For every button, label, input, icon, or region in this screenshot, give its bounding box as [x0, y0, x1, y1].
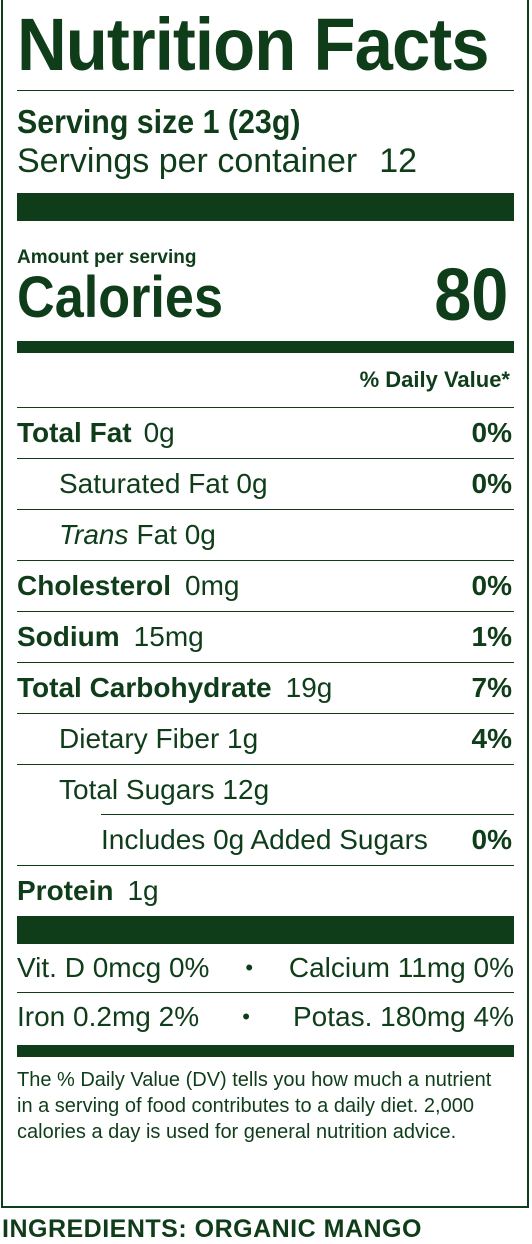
calories-value: 80 — [433, 253, 508, 336]
nutrient-row-total-fat: Total Fat 0g 0% — [17, 407, 514, 458]
serving-size: Serving size 1 (23g) — [17, 103, 301, 140]
nutrient-name: Includes 0g Added Sugars — [101, 824, 428, 855]
servings-per-container-value: 12 — [379, 142, 418, 180]
nutrition-facts-label: Nutrition Facts Serving size 1 (23g) Ser… — [1, 0, 529, 1208]
thick-divider — [17, 916, 514, 944]
nutrient-name: Cholesterol — [17, 570, 172, 601]
nutrient-name: Total Carbohydrate — [17, 672, 272, 703]
nutrient-name: Saturated Fat 0g — [59, 468, 268, 499]
nutrient-amount: 0g — [143, 417, 175, 448]
daily-value-footnote: The % Daily Value (DV) tells you how muc… — [17, 1069, 492, 1143]
nutrient-row-saturated-fat: Saturated Fat 0g 0% — [17, 458, 514, 509]
nutrient-dv: 4% — [471, 723, 512, 754]
amount-per-serving: Amount per serving — [17, 247, 197, 268]
nutrient-row-added-sugars: Includes 0g Added Sugars 0% — [17, 814, 514, 865]
servings-per-container-label: Servings per container — [17, 142, 358, 180]
nutrient-row-dietary-fiber: Dietary Fiber 1g 4% — [17, 713, 514, 764]
nutrient-dv: 7% — [471, 672, 512, 703]
iron: Iron 0.2mg 2% — [17, 1001, 200, 1032]
calcium: Calcium 11mg 0% — [288, 952, 514, 983]
nutrient-row-protein: Protein 1g — [17, 865, 514, 916]
nutrient-dv: 0% — [471, 570, 512, 601]
medium-divider — [17, 1045, 514, 1057]
vitamin-d: Vit. D 0mcg 0% — [17, 952, 210, 983]
nutrient-name: Dietary Fiber 1g — [59, 723, 259, 754]
bullet-separator: • — [245, 955, 254, 980]
nutrient-amount: 19g — [285, 672, 333, 703]
nutrient-dv: 0% — [471, 824, 512, 855]
thick-divider — [17, 193, 514, 221]
indented-divider — [101, 814, 514, 815]
divider — [17, 992, 514, 993]
calories-row: Calories 80 — [17, 258, 514, 332]
nutrient-row-trans-fat: Trans Fat 0g — [17, 509, 514, 560]
nutrient-name-rest: Fat 0g — [136, 519, 216, 550]
nutrient-row-total-carbohydrate: Total Carbohydrate 19g 7% — [17, 662, 514, 713]
bullet-separator: • — [242, 1004, 250, 1029]
nutrient-name: Total Sugars 12g — [59, 774, 270, 805]
nutrient-dv: 0% — [471, 468, 512, 499]
nutrient-name: Sodium — [17, 621, 120, 652]
nutrient-row-total-sugars: Total Sugars 12g — [17, 764, 514, 815]
calories-label: Calories — [17, 265, 224, 330]
nutrient-amount: 15mg — [133, 621, 204, 652]
nutrient-row-sodium: Sodium 15mg 1% — [17, 611, 514, 662]
divider — [17, 90, 514, 91]
vitamin-row-2: Iron 0.2mg 2% • Potas. 180mg 4% — [17, 993, 514, 1041]
potassium: Potas. 180mg 4% — [292, 1001, 514, 1032]
nutrient-amount: 0mg — [185, 570, 240, 601]
nutrient-name: Total Fat — [17, 417, 132, 448]
vitamin-row-1: Vit. D 0mcg 0% • Calcium 11mg 0% — [17, 944, 514, 992]
ingredients-list: INGREDIENTS: ORGANIC MANGO — [2, 1215, 422, 1243]
daily-value-header: % Daily Value* — [359, 367, 510, 392]
nutrient-amount: 1g — [127, 875, 159, 906]
nutrient-row-cholesterol: Cholesterol 0mg 0% — [17, 560, 514, 611]
nutrient-name-italic: Trans — [59, 519, 129, 550]
label-title: Nutrition Facts — [17, 3, 490, 86]
nutrient-dv: 1% — [471, 621, 512, 652]
medium-divider — [17, 341, 514, 353]
nutrient-name: Protein — [17, 875, 114, 906]
nutrient-dv: 0% — [471, 417, 512, 448]
servings-per-container: Servings per container 12 — [17, 141, 514, 181]
